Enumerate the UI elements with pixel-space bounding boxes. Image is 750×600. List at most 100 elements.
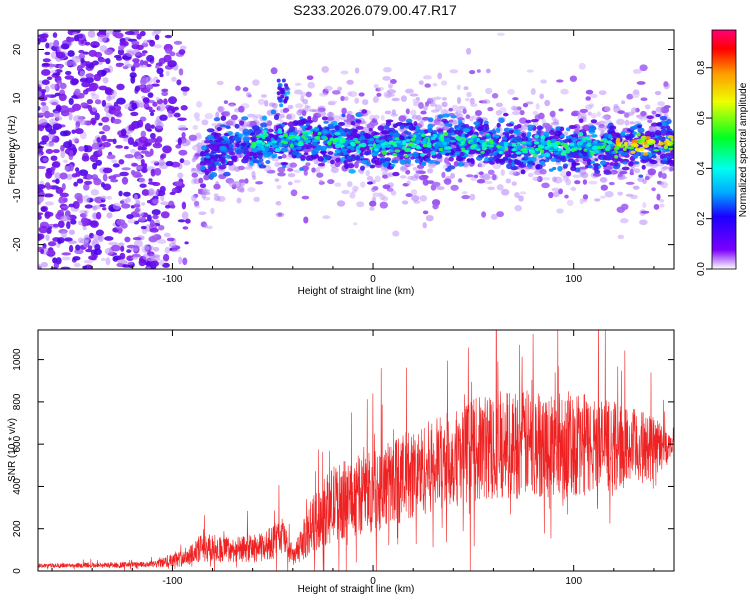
spectrogram-blob	[355, 145, 361, 151]
spectrogram-blob	[165, 70, 170, 77]
spectrogram-blob	[570, 112, 579, 117]
spectrogram-blob	[110, 244, 121, 252]
spectrogram-blob	[74, 88, 81, 96]
spectrogram-blob	[78, 169, 89, 176]
spectrogram-blob	[131, 40, 140, 45]
spectrogram-blob	[437, 72, 443, 80]
spectrogram-blob	[451, 104, 459, 112]
spectrogram-blob	[261, 141, 266, 146]
spectrogram-blob	[81, 155, 90, 162]
spectrogram-blob	[470, 144, 478, 148]
spectrogram-blob	[47, 226, 53, 230]
spectrogram-blob	[371, 152, 378, 157]
spectrogram-blob	[624, 119, 630, 126]
snr-ytick-label: 800	[12, 393, 23, 410]
spectrogram-blob	[405, 118, 413, 124]
spectrogram-blob	[404, 154, 409, 158]
spectrogram-blob	[593, 165, 599, 172]
spectrogram-blob	[431, 181, 441, 187]
spectrogram-blob	[669, 141, 674, 145]
spectrogram-blob	[496, 122, 501, 128]
spectrogram-blob	[500, 169, 505, 176]
spectrogram-blob	[529, 149, 535, 153]
spectrogram-blob	[132, 237, 142, 241]
spectrogram-blob	[72, 256, 81, 261]
spectrogram-blob	[604, 105, 611, 112]
spectrogram-blob	[150, 83, 160, 87]
spectrogram-blob	[341, 113, 346, 118]
spectrogram-blob	[163, 54, 172, 63]
spectrogram-blob	[235, 142, 240, 148]
spectrogram-blob	[59, 82, 67, 90]
spectrogram-blob	[93, 248, 102, 256]
spectrogram-blob	[405, 88, 414, 94]
spectrogram-blob	[464, 133, 469, 138]
spectrogram-blob	[72, 200, 80, 209]
spectrogram-blob	[327, 123, 334, 128]
spectrogram-blob	[647, 168, 657, 176]
spectrogram-blob	[177, 117, 187, 121]
spectrogram-blob	[145, 76, 153, 85]
spectrogram-blob	[418, 170, 426, 175]
spectrogram-blob	[142, 60, 149, 66]
spectrogram-blob	[228, 151, 236, 156]
spectrogram-blob	[196, 101, 203, 108]
spectrogram-blob	[424, 146, 431, 153]
spectrogram-blob	[445, 137, 451, 143]
spectrogram-blob	[304, 139, 311, 144]
spectrogram-blob	[644, 176, 650, 181]
spectrogram-blob	[559, 134, 565, 138]
spectrogram-blob	[289, 162, 298, 168]
spectrogram-blob	[552, 166, 557, 171]
spectrogram-blob	[257, 146, 262, 151]
spectrogram-blob	[647, 119, 653, 124]
spectrogram-blob	[38, 212, 44, 216]
spectrogram-blob	[229, 138, 235, 144]
spectrogram-blob	[276, 78, 281, 83]
spectrogram-blob	[206, 225, 213, 230]
spectrogram-blob	[406, 180, 411, 186]
spectrogram-blob	[226, 154, 231, 159]
spectrogram-blob	[59, 130, 69, 137]
spectrogram-blob	[277, 212, 283, 217]
spectrogram-blob	[315, 167, 321, 173]
spectrogram-blob	[623, 112, 631, 119]
spectrogram-blob	[564, 194, 569, 199]
spectrogram-blob	[548, 191, 554, 199]
spectrogram-blob	[442, 113, 451, 118]
spectrogram-blob	[160, 194, 165, 202]
spectrogram-blob	[300, 154, 306, 161]
spectrogram-blob	[277, 166, 286, 173]
spectrogram-blob	[462, 191, 468, 195]
spectrogram-blob	[74, 167, 80, 172]
spectrogram-blob	[462, 108, 467, 115]
spectrogram-blob	[511, 111, 521, 116]
spectrogram-blob	[560, 88, 569, 95]
spectrogram-blob	[101, 141, 112, 148]
spectrogram-blob	[300, 118, 308, 124]
spectrogram-blob	[40, 101, 47, 106]
spectrogram-blob	[293, 179, 302, 184]
spectrogram-blob	[76, 178, 84, 184]
spectrogram-blob	[267, 128, 274, 133]
spectrogram-blob	[337, 121, 346, 126]
snr-ytick-label: 0	[12, 568, 23, 574]
spectrogram-blob	[86, 174, 93, 180]
spectrogram-blob	[496, 211, 504, 218]
spectrogram-blob	[144, 261, 152, 266]
spectrogram-blob	[305, 119, 314, 123]
spectrogram-blob	[640, 110, 647, 117]
spectrogram-blob	[346, 79, 354, 85]
spectrogram-blob	[141, 227, 148, 235]
spectrogram-blob	[298, 127, 304, 131]
spectrogram-blob	[160, 153, 167, 159]
spectrogram-blob	[461, 195, 471, 200]
spectrogram-blob	[60, 110, 70, 117]
spectrogram-blob	[203, 174, 210, 181]
spectrogram-blob	[319, 145, 327, 152]
spectrogram-blob	[102, 173, 108, 182]
spectrogram-blob	[139, 30, 146, 37]
spectrogram-blob	[464, 97, 470, 102]
spectrogram-blob	[644, 130, 652, 137]
spectrogram-blob	[526, 69, 534, 73]
